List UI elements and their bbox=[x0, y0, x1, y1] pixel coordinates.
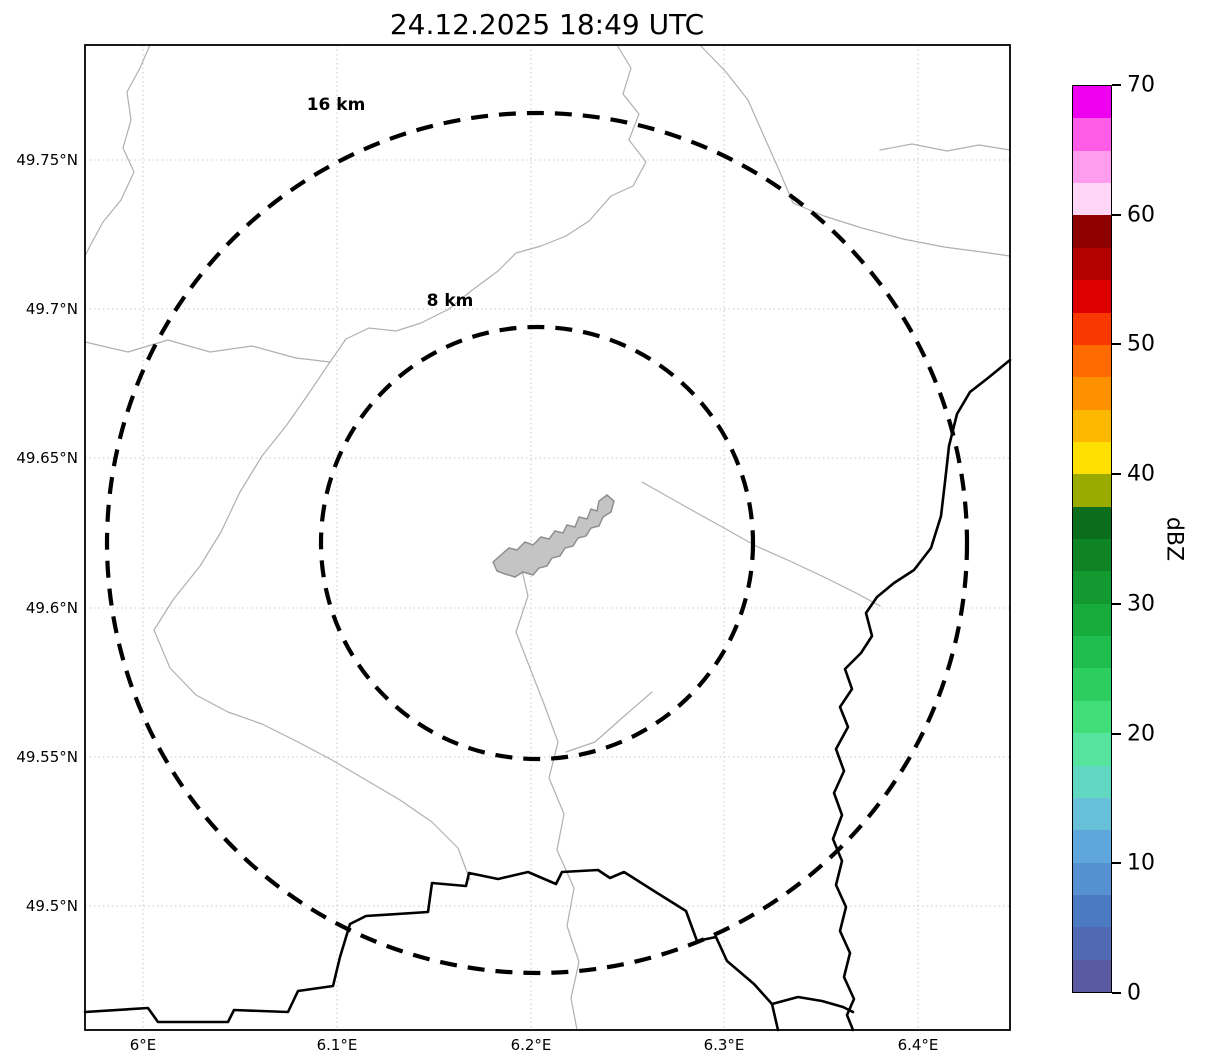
colorbar-tickmark bbox=[1112, 603, 1121, 605]
colorbar-gradient bbox=[1072, 85, 1112, 993]
colorbar-segment bbox=[1073, 247, 1111, 281]
colorbar-tickmark bbox=[1112, 214, 1121, 216]
ytick-49-65n: 49.65°N bbox=[16, 449, 78, 467]
colorbar-tick-70: 70 bbox=[1127, 72, 1155, 98]
colorbar-segment bbox=[1073, 765, 1111, 798]
xtick-6-3e: 6.3°E bbox=[703, 1036, 745, 1054]
colorbar-segment bbox=[1073, 118, 1111, 151]
colorbar-tickmark bbox=[1112, 733, 1121, 735]
colorbar-tick-50: 50 bbox=[1127, 331, 1155, 357]
border-river-east bbox=[831, 358, 1012, 1032]
xtick-6e: 6°E bbox=[129, 1036, 157, 1054]
colorbar-tick-10: 10 bbox=[1127, 850, 1155, 876]
colorbar-segment bbox=[1073, 733, 1111, 766]
colorbar-segment bbox=[1073, 215, 1111, 248]
colorbar-tick-0: 0 bbox=[1127, 980, 1141, 1006]
colorbar-segment bbox=[1073, 344, 1111, 378]
colorbar-tickmark bbox=[1112, 473, 1121, 475]
colorbar-tickmark bbox=[1112, 862, 1121, 864]
ytick-49-7n: 49.7°N bbox=[25, 300, 78, 318]
admin-boundaries bbox=[84, 44, 1011, 1031]
colorbar-segment bbox=[1073, 183, 1111, 216]
range-ring-8km bbox=[318, 324, 756, 762]
border-south bbox=[83, 868, 855, 1024]
colorbar-segment bbox=[1073, 474, 1111, 507]
colorbar-segment bbox=[1073, 959, 1111, 993]
graticule-gridlines bbox=[85, 45, 1010, 1030]
plot-frame bbox=[84, 44, 1011, 1031]
xtick-6-1e: 6.1°E bbox=[316, 1036, 358, 1054]
colorbar-tickmark bbox=[1112, 84, 1121, 86]
ytick-49-75n: 49.75°N bbox=[16, 151, 78, 169]
colorbar-segment bbox=[1073, 409, 1111, 442]
range-ring-label-16km: 16 km bbox=[306, 95, 366, 115]
colorbar-segment bbox=[1073, 539, 1111, 572]
colorbar-segment bbox=[1073, 797, 1111, 831]
colorbar-tickmark bbox=[1112, 992, 1121, 994]
colorbar-tick-20: 20 bbox=[1127, 721, 1155, 747]
colorbar-segment bbox=[1073, 441, 1111, 475]
colorbar-segment bbox=[1073, 668, 1111, 701]
ytick-49-5n: 49.5°N bbox=[25, 897, 78, 915]
colorbar-segment bbox=[1073, 862, 1111, 895]
range-ring-16km bbox=[104, 110, 970, 976]
figure-title: 24.12.2025 18:49 UTC bbox=[389, 8, 705, 41]
range-ring-label-8km: 8 km bbox=[426, 291, 474, 311]
colorbar-segment bbox=[1073, 86, 1111, 119]
boundary-line bbox=[153, 629, 471, 881]
country-borders bbox=[83, 358, 1012, 1032]
colorbar-segment bbox=[1073, 506, 1111, 540]
ytick-49-6n: 49.6°N bbox=[25, 599, 78, 617]
colorbar-segment bbox=[1073, 894, 1111, 928]
boundary-line bbox=[565, 691, 653, 753]
range-rings bbox=[104, 110, 970, 976]
colorbar-segment bbox=[1073, 150, 1111, 184]
colorbar-unit-label: dBZ bbox=[1161, 516, 1187, 562]
boundary-line bbox=[329, 44, 647, 363]
colorbar-tickmark bbox=[1112, 343, 1121, 345]
boundary-line bbox=[515, 561, 580, 1031]
xtick-6-4e: 6.4°E bbox=[897, 1036, 939, 1054]
colorbar-segment bbox=[1073, 280, 1111, 313]
colorbar-segment bbox=[1073, 571, 1111, 604]
boundary-line bbox=[153, 361, 331, 631]
colorbar-segment bbox=[1073, 927, 1111, 960]
colorbar-segment bbox=[1073, 700, 1111, 734]
xtick-6-2e: 6.2°E bbox=[510, 1036, 552, 1054]
colorbar-segment bbox=[1073, 603, 1111, 637]
colorbar-segment bbox=[1073, 312, 1111, 345]
colorbar-segment bbox=[1073, 636, 1111, 669]
boundary-line bbox=[699, 44, 1011, 257]
boundary-line bbox=[879, 143, 1011, 152]
urban-area-shape bbox=[492, 494, 615, 578]
boundary-line bbox=[84, 44, 151, 257]
colorbar-segment bbox=[1073, 830, 1111, 863]
border-south-spur bbox=[770, 1002, 780, 1032]
boundary-line bbox=[84, 339, 331, 363]
colorbar-segment bbox=[1073, 377, 1111, 410]
colorbar-tick-60: 60 bbox=[1127, 202, 1155, 228]
colorbar-tick-40: 40 bbox=[1127, 461, 1155, 487]
boundary-line bbox=[641, 481, 881, 607]
ytick-49-55n: 49.55°N bbox=[16, 748, 78, 766]
colorbar-tick-30: 30 bbox=[1127, 591, 1155, 617]
